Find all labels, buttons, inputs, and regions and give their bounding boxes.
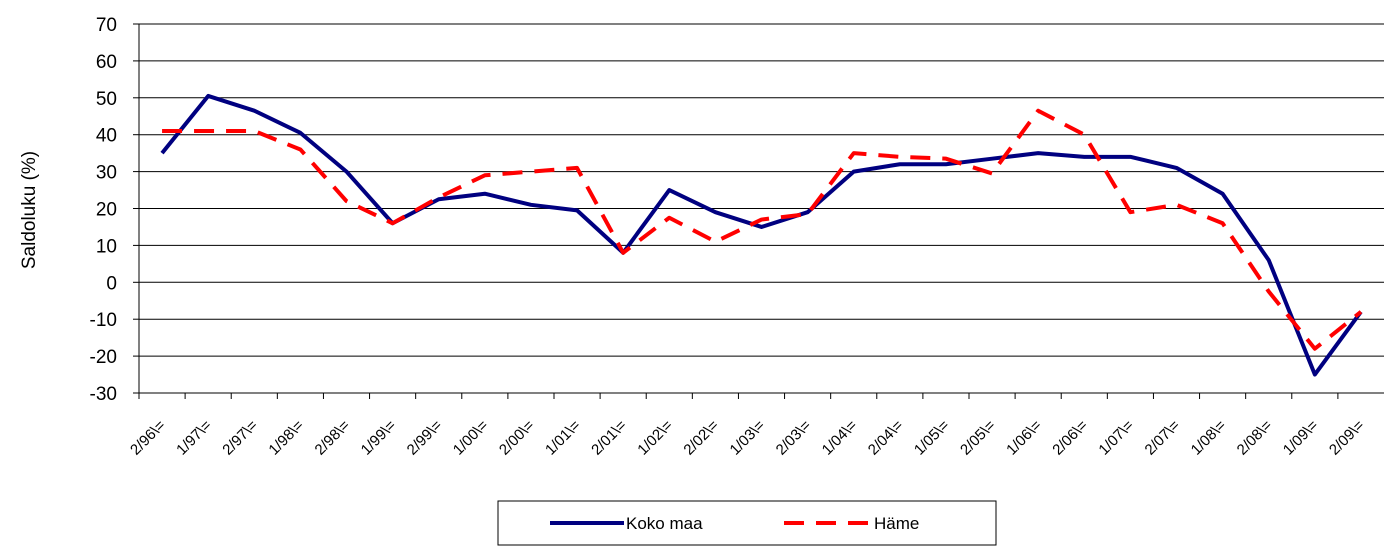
data-line: [162, 108, 1363, 351]
y-tick-label: 0: [106, 273, 117, 294]
x-tick-label: 1/06\=: [1003, 417, 1045, 459]
x-tick-label: 2/01\=: [588, 417, 630, 459]
x-tick-label: 1/03\=: [727, 417, 769, 459]
x-tick-label: 2/06\=: [1049, 417, 1091, 459]
x-tick-label: 2/03\=: [773, 417, 815, 459]
x-tick-label: 1/99\=: [358, 417, 400, 459]
y-tick-label: -10: [90, 310, 117, 331]
y-tick-label: 50: [96, 89, 117, 110]
x-tick-label: 2/98\=: [312, 417, 354, 459]
x-tick-label: 1/00\=: [450, 417, 492, 459]
x-tick-label: 2/00\=: [496, 417, 538, 459]
x-tick-label: 1/02\=: [634, 417, 676, 459]
y-tick-label: -30: [90, 384, 117, 405]
x-tick-label: 1/09\=: [1280, 417, 1322, 459]
data-line: [160, 93, 1363, 377]
x-tick-label: 2/02\=: [680, 417, 722, 459]
x-tick-label: 2/09\=: [1326, 417, 1368, 459]
y-tick-label: 30: [96, 163, 117, 184]
x-tick-label: 2/99\=: [404, 417, 446, 459]
x-tick-label: 1/04\=: [819, 417, 861, 459]
x-tick-label: 2/97\=: [219, 417, 261, 459]
y-tick-label: 70: [96, 15, 117, 36]
legend-label: Häme: [874, 514, 919, 533]
x-tick-label: 2/96\=: [127, 417, 169, 459]
y-axis-label: Saldoluku (%): [19, 151, 40, 269]
y-tick-label: -20: [90, 347, 117, 368]
x-tick-label: 1/97\=: [173, 417, 215, 459]
x-tick-label: 1/08\=: [1188, 417, 1230, 459]
x-tick-label: 2/08\=: [1234, 417, 1276, 459]
y-tick-label: 10: [96, 236, 117, 257]
x-tick-label: 2/04\=: [865, 417, 907, 459]
x-tick-label: 1/05\=: [911, 417, 953, 459]
x-tick-label: 1/07\=: [1095, 417, 1137, 459]
legend-label: Koko maa: [626, 514, 703, 533]
x-tick-label: 2/07\=: [1142, 417, 1184, 459]
y-tick-label: 20: [96, 200, 117, 221]
y-tick-label: 40: [96, 126, 117, 147]
x-tick-label: 2/05\=: [957, 417, 999, 459]
x-tick-label: 1/98\=: [265, 417, 307, 459]
y-tick-label: 60: [96, 52, 117, 73]
x-tick-label: 1/01\=: [542, 417, 584, 459]
